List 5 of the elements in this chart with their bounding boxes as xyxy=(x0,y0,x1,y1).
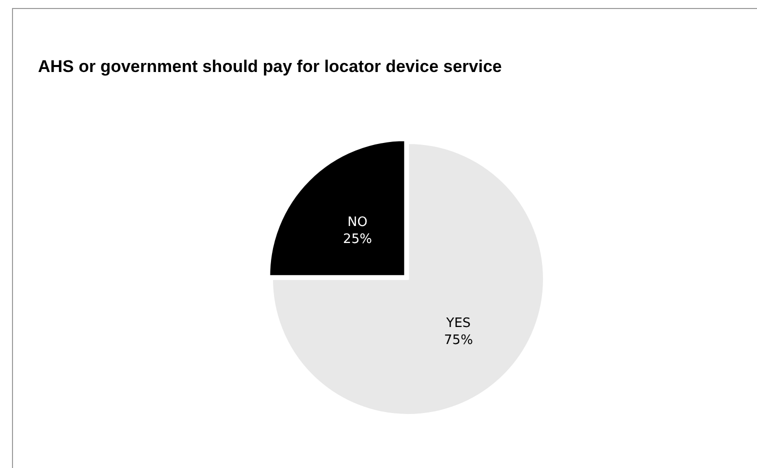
chart-title: AHS or government should pay for locator device service xyxy=(38,57,502,76)
data-label: 75% xyxy=(444,332,473,348)
data-label: 25% xyxy=(343,232,372,247)
slice-label: NO xyxy=(348,214,368,230)
slice-label: YES xyxy=(445,316,471,331)
